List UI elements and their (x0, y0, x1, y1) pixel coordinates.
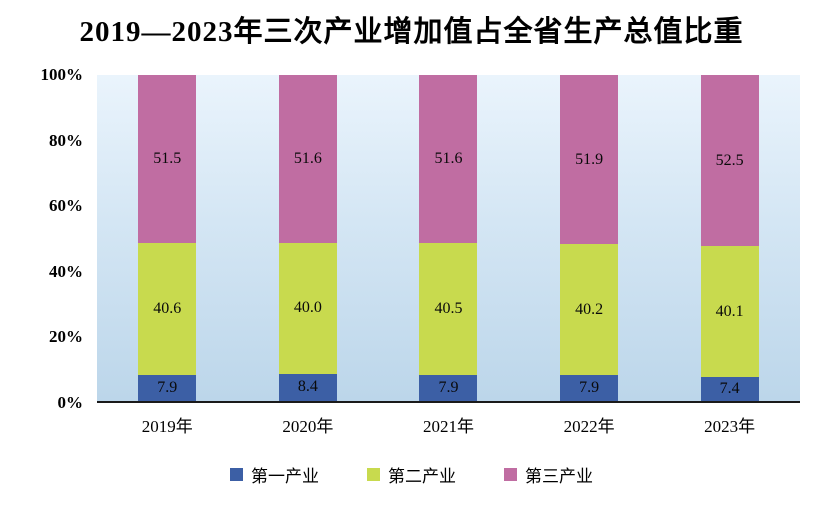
segment-value-label: 40.0 (293, 299, 322, 317)
legend: 第一产业 第二产业 第三产业 (0, 462, 823, 487)
segment-第二产业: 40.6 (138, 242, 197, 376)
segment-第一产业: 8.4 (278, 373, 337, 401)
segment-第二产业: 40.0 (278, 243, 337, 374)
segment-第二产业: 40.5 (419, 243, 478, 376)
segment-第三产业: 51.6 (278, 75, 337, 244)
stacked-bar-2021年: 7.9 40.5 51.6 (419, 75, 478, 401)
segment-value-label: 7.9 (579, 379, 600, 397)
x-tick-label: 2022年 (563, 417, 615, 436)
legend-swatch-icon (230, 468, 243, 481)
x-tick-label: 2020年 (282, 417, 334, 436)
legend-swatch-icon (504, 468, 517, 481)
chart-title: 2019—2023年三次产业增加值占全省生产总值比重 (79, 16, 744, 48)
segment-value-label: 40.2 (575, 300, 604, 318)
segment-value-label: 8.4 (297, 378, 318, 396)
legend-label: 第一产业 (251, 467, 319, 486)
segment-第一产业: 7.9 (419, 375, 478, 401)
y-tick-label: 60% (49, 196, 83, 216)
y-tick-label: 100% (40, 65, 84, 84)
legend-item-第二产业: 第二产业 (367, 462, 456, 487)
segment-value-label: 40.6 (153, 300, 182, 318)
stacked-bar-2019年: 7.9 40.6 51.5 (138, 75, 197, 401)
segment-value-label: 51.6 (434, 150, 463, 168)
segment-第二产业: 40.2 (560, 244, 619, 376)
segment-value-label: 52.5 (715, 151, 744, 169)
segment-第一产业: 7.4 (700, 376, 759, 401)
segment-第二产业: 40.1 (700, 246, 759, 377)
segment-value-label: 7.9 (438, 379, 459, 397)
stacked-bar-2023年: 7.4 40.1 52.5 (700, 75, 759, 401)
legend-item-第一产业: 第一产业 (230, 462, 319, 487)
segment-value-label: 40.1 (715, 302, 744, 320)
legend-item-第三产业: 第三产业 (504, 462, 593, 487)
segment-value-label: 51.5 (153, 149, 182, 167)
segment-value-label: 7.9 (157, 379, 178, 397)
y-tick-label: 0% (57, 393, 84, 412)
x-tick-label: 2019年 (141, 417, 193, 436)
legend-swatch-icon (367, 468, 380, 481)
plot-area: 7.9 40.6 51.5 8.4 40.0 51.6 7.9 40.5 51.6 7.9 40.2… (97, 75, 800, 403)
y-tick-label: 20% (49, 327, 83, 347)
stacked-bar-chart: 100% 80% 60% 40% 20% 0% 7.9 40.6 51.5 8.4 40.0 51.… (41, 65, 800, 412)
segment-第三产业: 51.6 (419, 75, 478, 244)
segment-value-label: 51.6 (293, 150, 322, 168)
segment-第一产业: 7.9 (138, 375, 197, 401)
y-tick-label: 40% (49, 261, 83, 281)
stacked-bar-2022年: 7.9 40.2 51.9 (560, 75, 619, 401)
segment-value-label: 7.4 (719, 379, 740, 397)
stacked-bar-2020年: 8.4 40.0 51.6 (278, 75, 337, 401)
segment-value-label: 40.5 (434, 300, 463, 318)
segment-value-label: 51.9 (575, 150, 604, 168)
segment-第三产业: 52.5 (700, 75, 759, 247)
y-tick-label: 80% (49, 130, 83, 150)
legend-label: 第二产业 (388, 467, 456, 486)
segment-第三产业: 51.5 (138, 75, 197, 243)
legend-label: 第三产业 (525, 467, 593, 486)
segment-第一产业: 7.9 (560, 375, 619, 401)
segment-第三产业: 51.9 (560, 75, 619, 245)
x-tick-label: 2023年 (704, 417, 756, 436)
x-axis: 2019年 2020年 2021年 2022年 2023年 (97, 412, 800, 437)
x-tick-label: 2021年 (422, 417, 474, 436)
